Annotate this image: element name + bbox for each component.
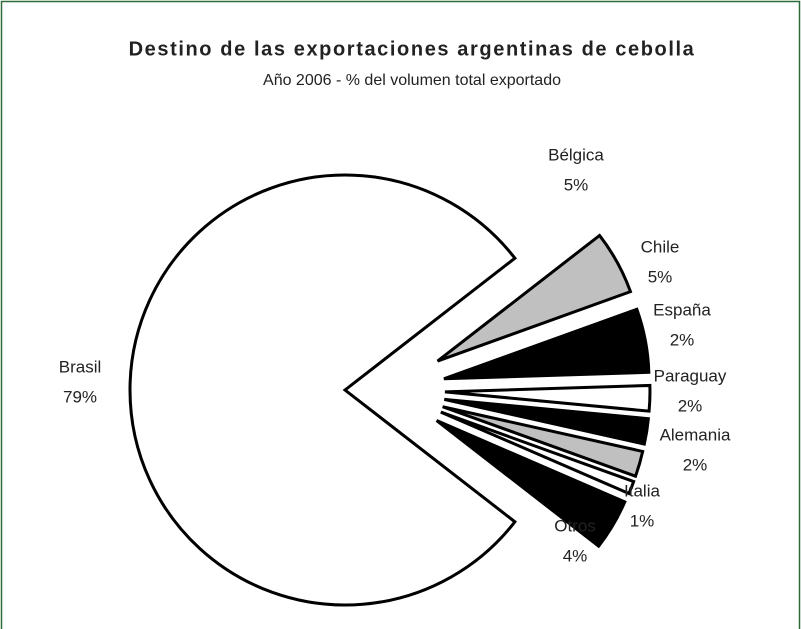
- pie-slice: [440, 410, 636, 496]
- slice-value-label: 4%: [563, 546, 588, 565]
- slice-label: Alemania: [660, 425, 731, 444]
- slice-value-label: 2%: [670, 330, 695, 349]
- chart-subtitle: Año 2006 - % del volumen total exportado: [263, 72, 561, 89]
- pie-slice: [444, 383, 652, 413]
- pie-slice: [443, 397, 650, 446]
- pie-slice: [442, 405, 645, 479]
- pie-slice: [128, 173, 517, 607]
- pie-slice: [435, 419, 627, 549]
- pie-slice: [436, 233, 633, 363]
- slice-label: Brasil: [59, 357, 102, 376]
- slice-label: España: [653, 300, 711, 319]
- slice-label: Italia: [624, 481, 660, 500]
- chart-title: Destino de las exportaciones argentinas …: [129, 38, 696, 60]
- pie-slice: [443, 307, 651, 381]
- slice-value-label: 5%: [564, 175, 589, 194]
- slice-value-label: 2%: [683, 455, 708, 474]
- slice-label: Bélgica: [548, 145, 604, 164]
- slice-value-label: 79%: [63, 387, 97, 406]
- slice-label: Chile: [641, 237, 680, 256]
- slice-label: Paraguay: [654, 366, 727, 385]
- slice-label: Otros: [554, 516, 596, 535]
- slice-value-label: 5%: [648, 267, 673, 286]
- slice-value-label: 2%: [678, 396, 703, 415]
- slice-value-label: 1%: [630, 511, 655, 530]
